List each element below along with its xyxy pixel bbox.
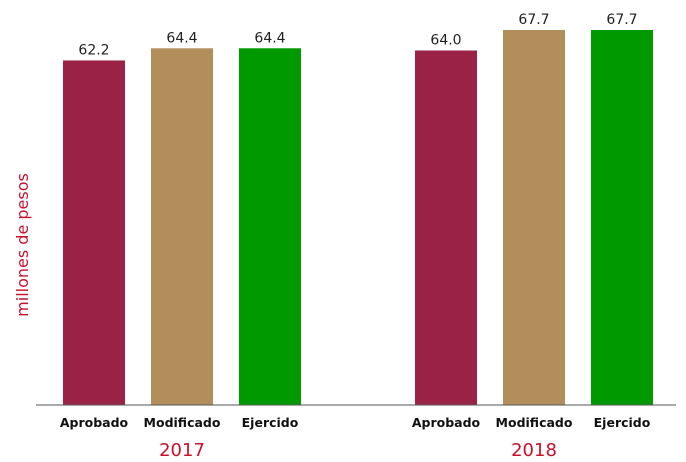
bar-2017-ejercido xyxy=(239,48,301,405)
category-label-2018-modificado: Modificado xyxy=(496,415,573,430)
bar-2017-aprobado xyxy=(63,60,125,406)
labels-layer: 62.2 Aprobado 64.4 Modificado 64.4 Ejercido 20… xyxy=(60,12,651,461)
category-label-2017-ejercido: Ejercido xyxy=(242,415,299,430)
category-label-2017-aprobado: Aprobado xyxy=(60,415,129,430)
bar-2017-modificado xyxy=(151,48,213,405)
data-label-2017-modificado: 64.4 xyxy=(166,30,197,46)
data-label-2018-aprobado: 64.0 xyxy=(430,32,461,48)
group-label-2017: 2017 xyxy=(159,440,205,461)
category-label-2018-ejercido: Ejercido xyxy=(594,415,651,430)
group-label-2018: 2018 xyxy=(511,440,557,461)
bar-2018-ejercido xyxy=(591,30,653,405)
bars-layer xyxy=(63,30,653,406)
y-axis-title: millones de pesos xyxy=(13,173,32,317)
data-label-2017-aprobado: 62.2 xyxy=(78,42,109,58)
data-label-2017-ejercido: 64.4 xyxy=(254,30,285,46)
bar-2018-aprobado xyxy=(415,50,477,405)
data-label-2018-modificado: 67.7 xyxy=(518,12,549,28)
data-label-2018-ejercido: 67.7 xyxy=(606,12,637,28)
category-label-2018-aprobado: Aprobado xyxy=(412,415,481,430)
bar-2018-modificado xyxy=(503,30,565,405)
category-label-2017-modificado: Modificado xyxy=(144,415,221,430)
